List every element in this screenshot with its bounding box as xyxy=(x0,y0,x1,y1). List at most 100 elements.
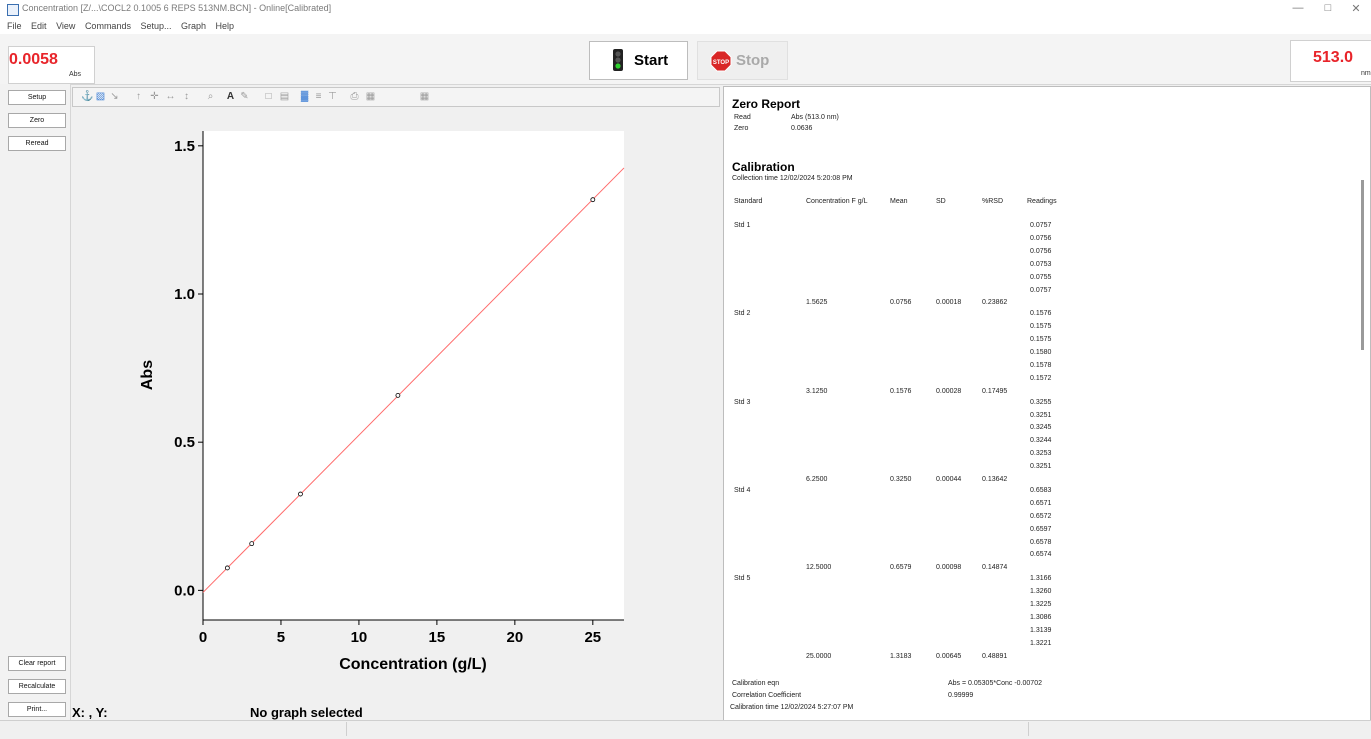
reading-value: 0.6571 xyxy=(1030,499,1052,507)
table-header: Standard xyxy=(734,198,763,205)
data-point[interactable] xyxy=(224,565,230,571)
table-icon[interactable]: ▦ xyxy=(365,91,376,102)
reading-value: 0.0756 xyxy=(1030,234,1052,242)
reading-value: 0.0757 xyxy=(1030,286,1052,294)
table-header: Concentration F g/L xyxy=(806,198,868,205)
table-header: Mean xyxy=(890,198,908,205)
menu-file[interactable]: File xyxy=(7,21,22,31)
standard-concentration: 25.0000 xyxy=(806,652,832,660)
zero-row-label: Zero xyxy=(734,125,749,132)
axis-icon[interactable]: ⊤ xyxy=(328,91,337,102)
reading-value: 0.1575 xyxy=(1030,323,1052,331)
reading-value: 0.1575 xyxy=(1030,336,1052,344)
arrow-tool-icon[interactable]: ↘ xyxy=(110,91,119,102)
clear-report-button[interactable]: Clear report xyxy=(8,656,66,671)
start-button[interactable]: Start xyxy=(589,41,688,80)
legend-icon[interactable]: ▤ xyxy=(279,91,290,102)
y-tick-label: 0.5 xyxy=(174,434,195,451)
data-point[interactable] xyxy=(298,491,303,497)
standard-name: Std 4 xyxy=(734,486,751,494)
grid-icon[interactable]: ▓ xyxy=(300,91,309,102)
report-scrollbar[interactable] xyxy=(1361,180,1364,350)
menu-edit[interactable]: Edit xyxy=(31,21,47,31)
reading-value: 0.6574 xyxy=(1030,551,1052,559)
menu-view[interactable]: View xyxy=(56,21,76,31)
standard-mean: 1.3183 xyxy=(890,652,912,660)
standard-sd: 0.00044 xyxy=(936,476,962,483)
reading-value: 0.0757 xyxy=(1030,222,1052,229)
y-tick-label: 1.0 xyxy=(174,286,195,303)
menu-setup[interactable]: Setup... xyxy=(140,21,172,31)
standard-mean: 0.3250 xyxy=(890,476,912,483)
correlation-label: Correlation Coefficient xyxy=(732,692,802,699)
pointer-icon[interactable]: ⚓ xyxy=(81,91,94,102)
stop-label: Stop xyxy=(736,52,770,69)
y-axis-label: Abs xyxy=(139,360,156,390)
print-button[interactable]: Print... xyxy=(8,702,66,717)
horizontal-stretch-icon[interactable]: ↔ xyxy=(165,91,176,102)
layout-icon[interactable]: □ xyxy=(265,91,272,102)
calendar-icon[interactable]: ▦ xyxy=(419,91,430,102)
title-bar: Concentration [Z/...\COCL2 0.1005 6 REPS… xyxy=(0,0,1371,20)
print-graph-icon[interactable]: ⎙ xyxy=(350,91,359,102)
standard-rsd: 0.48891 xyxy=(982,652,1008,660)
restore-button[interactable]: □ xyxy=(1324,2,1332,14)
vertical-stretch-icon[interactable]: ↕ xyxy=(184,91,189,102)
reading-value: 0.1578 xyxy=(1030,361,1052,369)
standard-sd: 0.00018 xyxy=(936,299,962,307)
reading-value: 0.0756 xyxy=(1030,247,1052,255)
wavelength-unit: nm xyxy=(1361,70,1371,77)
move-up-icon[interactable]: ↑ xyxy=(136,91,141,102)
calibration-graph[interactable]: 0 5 10 15 20 25 0.0 0.5 1.0 1.5 Abs Concentration… xyxy=(72,105,718,703)
data-point[interactable] xyxy=(249,541,255,547)
zoom-icon[interactable]: ⌕ xyxy=(207,91,214,102)
reading-value: 0.3253 xyxy=(1030,450,1052,458)
recalculate-button[interactable]: Recalculate xyxy=(8,679,66,694)
stop-button[interactable]: STOP Stop xyxy=(697,41,788,80)
text-color-icon[interactable]: ✎ xyxy=(240,91,249,102)
standard-name: Std 2 xyxy=(734,310,751,318)
minimize-button[interactable]: — xyxy=(1292,2,1304,14)
menu-help[interactable]: Help xyxy=(215,21,235,31)
traffic-light-icon xyxy=(613,49,623,71)
x-tick-label: 15 xyxy=(429,629,446,646)
standard-rsd: 0.23862 xyxy=(982,299,1008,307)
reading-value: 1.3086 xyxy=(1030,613,1052,621)
setup-button[interactable]: Setup xyxy=(8,90,66,105)
standard-rsd: 0.13642 xyxy=(982,476,1008,483)
reading-value: 1.3166 xyxy=(1030,575,1052,583)
font-icon[interactable]: A xyxy=(226,91,235,102)
x-tick-label: 20 xyxy=(507,629,524,646)
reading-value: 0.1576 xyxy=(1030,310,1052,318)
standard-concentration: 3.1250 xyxy=(806,387,828,395)
reading-value: 0.0755 xyxy=(1030,273,1052,281)
scale-icon[interactable]: ≡ xyxy=(315,91,322,102)
wavelength-readout: 513.0 nm xyxy=(1290,40,1371,82)
zero-button[interactable]: Zero xyxy=(8,113,66,128)
standard-mean: 0.0756 xyxy=(890,299,912,307)
standard-mean: 0.6579 xyxy=(890,564,912,572)
calibration-fit-line xyxy=(202,167,625,593)
report-panel[interactable]: Zero Report Read Abs (513.0 nm) Zero 0.0636 C… xyxy=(723,86,1371,722)
standard-concentration: 6.2500 xyxy=(806,476,828,483)
standard-name: Std 3 xyxy=(734,398,751,406)
data-point[interactable] xyxy=(395,392,401,398)
zero-report-title: Zero Report xyxy=(732,97,801,111)
data-point[interactable] xyxy=(590,197,596,203)
graph-toolbar: ⚓ ▧ ↘ ↑ ✛ ↔ ↕ ⌕ A ✎ □ ▤ ▓ ≡ ⊤ ⎙ ▦ ▦ xyxy=(72,87,720,107)
menu-graph[interactable]: Graph xyxy=(181,21,207,31)
reread-button[interactable]: Reread xyxy=(8,136,66,151)
chart-color-icon[interactable]: ▧ xyxy=(95,91,106,102)
table-header: %RSD xyxy=(982,198,1004,205)
reading-value: 0.6583 xyxy=(1030,486,1052,494)
standard-name: Std 5 xyxy=(734,575,751,583)
zero-row-value: Abs (513.0 nm) xyxy=(791,114,839,121)
move-all-icon[interactable]: ✛ xyxy=(150,91,159,102)
x-tick-label: 10 xyxy=(351,629,368,646)
reading-value: 1.3225 xyxy=(1030,601,1052,608)
close-button[interactable]: ✕ xyxy=(1351,3,1361,15)
menu-commands[interactable]: Commands xyxy=(84,21,131,31)
status-divider xyxy=(1028,722,1029,736)
reading-value: 0.1580 xyxy=(1030,349,1052,356)
status-bar xyxy=(0,720,1371,739)
